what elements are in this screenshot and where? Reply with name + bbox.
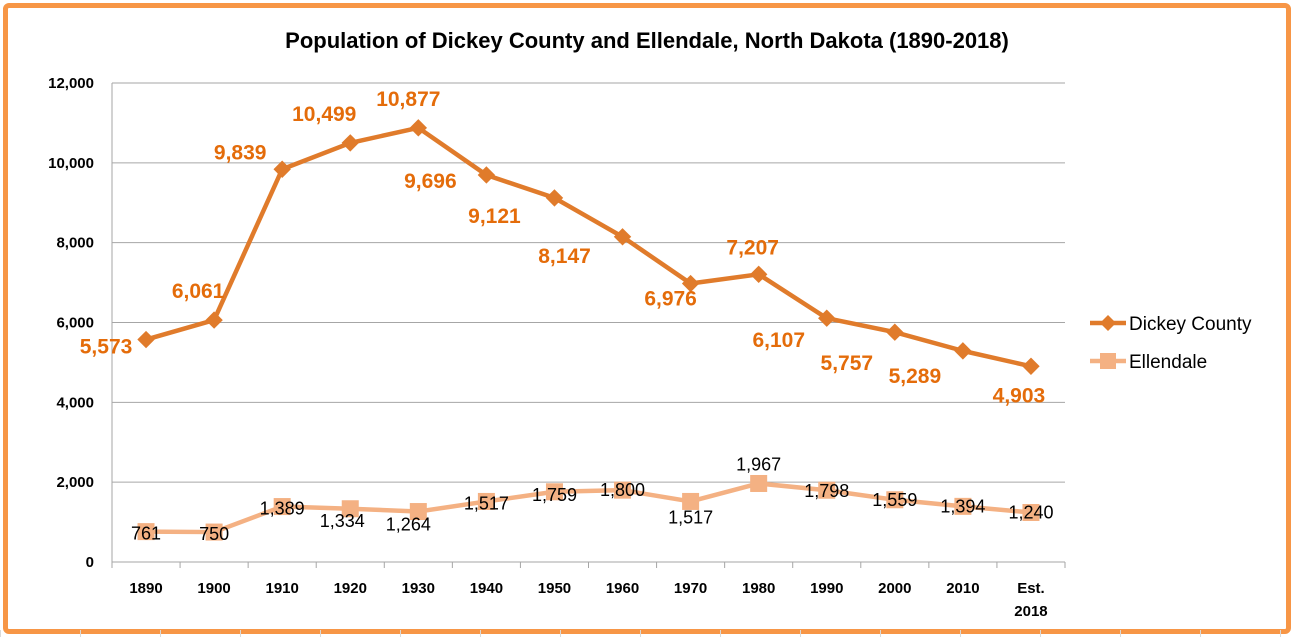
data-point-marker [682, 492, 700, 510]
data-point-marker [749, 265, 768, 284]
x-tick-label: 1950 [538, 580, 571, 597]
data-label: 1,264 [386, 515, 431, 535]
data-point-marker [477, 166, 496, 184]
data-label: 6,107 [752, 329, 805, 352]
data-point-marker [886, 323, 904, 341]
legend: Dickey County Ellendale [1090, 314, 1252, 373]
data-label: 6,976 [644, 288, 697, 311]
data-label: 4,903 [993, 384, 1046, 407]
axes: 0 2,000 4,000 6,000 8,000 10,000 12,000 1890 190… [48, 75, 1066, 620]
x-tick-label: 1970 [674, 580, 707, 597]
data-point-marker [614, 481, 632, 499]
data-label: 1,967 [736, 454, 781, 474]
data-point-marker [613, 228, 632, 246]
legend-marker [1100, 353, 1116, 369]
data-point-marker [1022, 357, 1040, 375]
series-dickey-county [137, 119, 1040, 375]
data-point-marker [681, 274, 700, 293]
data-label: 1,517 [668, 507, 713, 527]
x-tick-label: Est. 2018 [1014, 580, 1047, 620]
data-label: 1,517 [464, 493, 509, 513]
y-tick-label: 6,000 [56, 315, 94, 332]
data-label: 5,573 [80, 336, 133, 359]
data-point-marker [137, 523, 155, 541]
data-point-marker [273, 498, 291, 516]
data-label: 750 [199, 524, 229, 544]
data-label: 5,757 [821, 352, 874, 375]
data-point-marker [818, 481, 836, 499]
x-tick-label: 1940 [470, 580, 503, 597]
data-point-marker [409, 119, 428, 137]
legend-entry: Ellendale [1090, 352, 1207, 373]
legend-entry: Dickey County [1090, 314, 1252, 335]
data-point-marker [205, 311, 223, 329]
chart-title: Population of Dickey County and Ellendal… [285, 28, 1009, 53]
x-tick-label: 2010 [946, 580, 979, 597]
data-labels: 5,573 6,061 9,839 10,499 10,877 9,696 9,121 8,1… [80, 88, 1054, 544]
y-tick-label: 4,000 [56, 394, 94, 411]
data-point-marker [273, 160, 291, 178]
x-tick-label: 1910 [265, 580, 298, 597]
data-point-marker [886, 491, 904, 509]
y-tick-label: 12,000 [48, 75, 94, 92]
data-label: 9,696 [404, 170, 457, 193]
gridlines [112, 82, 1065, 483]
data-label: 10,499 [292, 103, 356, 126]
data-label: 5,289 [889, 365, 942, 388]
data-point-marker [750, 474, 768, 492]
data-point-marker [954, 497, 972, 515]
data-label: 9,839 [214, 141, 267, 164]
legend-label: Ellendale [1129, 352, 1207, 373]
data-label: 761 [131, 524, 161, 544]
data-label: 1,334 [320, 511, 365, 531]
x-tick-label: 1930 [402, 580, 435, 597]
data-label: 1,559 [872, 490, 917, 510]
x-tick-label: 1980 [742, 580, 775, 597]
data-point-marker [205, 523, 223, 541]
y-tick-label: 0 [86, 554, 94, 571]
data-label: 1,798 [804, 481, 849, 501]
x-tick-label: 2000 [878, 580, 911, 597]
series-line [145, 125, 1032, 369]
data-label: 8,147 [538, 245, 591, 268]
x-tick-label: 1960 [606, 580, 639, 597]
series-line [146, 481, 1032, 535]
data-point-marker [137, 330, 155, 349]
spreadsheet-gridlines [0, 630, 1292, 637]
data-point-marker [341, 500, 359, 518]
data-label: 1,800 [600, 480, 645, 500]
data-label: 1,394 [940, 496, 985, 516]
x-tick-label: 1920 [334, 580, 367, 597]
data-label: 7,207 [726, 236, 779, 259]
legend-label: Dickey County [1129, 314, 1252, 335]
x-tick-label: 1990 [810, 580, 843, 597]
data-label: 9,121 [468, 205, 521, 228]
x-tick-label: 1890 [129, 580, 162, 597]
y-tick-label: 2,000 [56, 474, 94, 491]
data-point-marker [954, 342, 972, 360]
data-point-marker [341, 134, 359, 152]
x-tick-label: 1900 [197, 580, 230, 597]
data-label: 10,877 [376, 88, 440, 111]
data-point-marker [545, 189, 564, 207]
y-tick-label: 10,000 [48, 155, 94, 172]
data-point-marker [545, 483, 563, 501]
series-ellendale [137, 474, 1040, 541]
y-tick-label: 8,000 [56, 235, 94, 252]
legend-marker [1100, 315, 1116, 331]
data-point-marker [409, 503, 427, 521]
data-label: 1,240 [1008, 503, 1053, 523]
data-label: 1,389 [260, 499, 305, 519]
series-layer [137, 119, 1040, 541]
data-label: 6,061 [172, 280, 225, 303]
data-point-marker [1022, 504, 1040, 522]
data-label: 1,759 [532, 485, 577, 505]
data-point-marker [818, 309, 836, 327]
data-point-marker [477, 492, 495, 510]
